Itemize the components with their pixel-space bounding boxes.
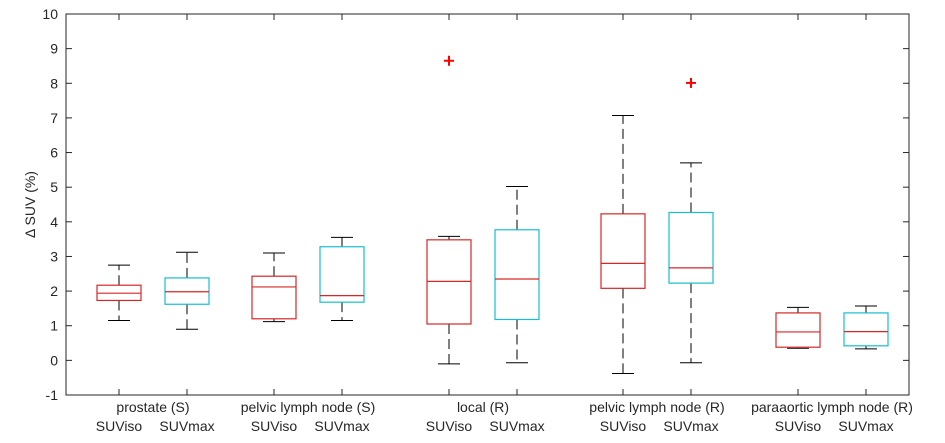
y-tick-label: 1 <box>50 318 58 334</box>
y-tick-label: 7 <box>50 110 58 126</box>
y-tick-label: 8 <box>50 75 58 91</box>
y-tick-label: 10 <box>42 6 58 22</box>
box-label: SUViso <box>251 418 298 434</box>
iqr-box <box>600 213 646 289</box>
y-tick-label: 0 <box>50 352 58 368</box>
y-tick-label: 9 <box>50 41 58 57</box>
group-label: pelvic lymph node (R) <box>589 399 724 415</box>
y-tick-label: 6 <box>50 145 58 161</box>
iqr-box <box>251 275 297 320</box>
y-axis-title: Δ SUV (%) <box>22 171 38 238</box>
iqr-box <box>164 277 210 305</box>
y-tick-label: 5 <box>50 179 58 195</box>
box-label: SUViso <box>96 418 143 434</box>
box-label: SUViso <box>600 418 647 434</box>
group-label: pelvic lymph node (S) <box>241 399 376 415</box>
box-label: SUVmax <box>489 418 544 434</box>
y-tick-label: 2 <box>50 283 58 299</box>
group-label: local (R) <box>457 399 509 415</box>
iqr-box <box>843 312 889 347</box>
group-label: prostate (S) <box>116 399 189 415</box>
iqr-box <box>775 312 821 348</box>
y-tick-label: 3 <box>50 248 58 264</box>
iqr-box <box>668 211 714 284</box>
iqr-box <box>494 229 540 321</box>
plot-frame <box>65 13 910 396</box>
box-label: SUVmax <box>838 418 893 434</box>
box-label: SUVmax <box>314 418 369 434</box>
y-tick-label: 4 <box>50 214 58 230</box>
box-label: SUVmax <box>159 418 214 434</box>
group-label: paraaortic lymph node (R) <box>751 399 913 415</box>
iqr-box <box>319 246 365 303</box>
y-tick-label: -1 <box>46 387 59 403</box>
box-label: SUVmax <box>663 418 718 434</box>
box-label: SUViso <box>426 418 473 434</box>
box-label: SUViso <box>775 418 822 434</box>
